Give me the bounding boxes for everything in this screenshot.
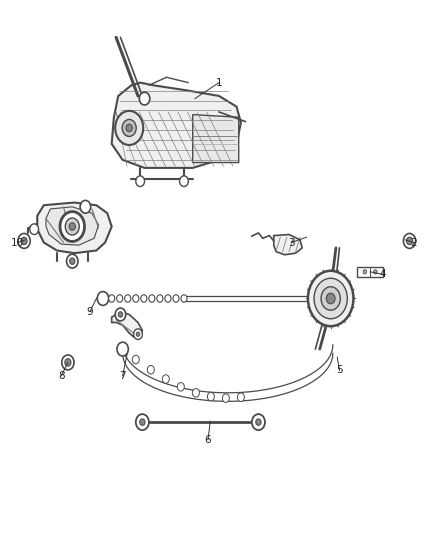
Circle shape bbox=[403, 233, 416, 248]
Circle shape bbox=[70, 258, 75, 264]
Circle shape bbox=[252, 414, 265, 430]
Circle shape bbox=[173, 295, 179, 302]
Circle shape bbox=[165, 295, 171, 302]
Circle shape bbox=[147, 366, 154, 374]
Circle shape bbox=[115, 111, 143, 145]
Polygon shape bbox=[46, 207, 99, 245]
Circle shape bbox=[133, 295, 139, 302]
Circle shape bbox=[314, 278, 347, 319]
Circle shape bbox=[117, 295, 123, 302]
Circle shape bbox=[180, 176, 188, 187]
FancyBboxPatch shape bbox=[357, 266, 383, 277]
Circle shape bbox=[140, 419, 145, 425]
Circle shape bbox=[177, 383, 184, 391]
Circle shape bbox=[117, 342, 128, 356]
Circle shape bbox=[136, 414, 149, 430]
Circle shape bbox=[139, 92, 150, 105]
Circle shape bbox=[207, 392, 214, 401]
Circle shape bbox=[321, 287, 340, 310]
Circle shape bbox=[80, 200, 91, 213]
Circle shape bbox=[126, 124, 132, 132]
Text: 3: 3 bbox=[288, 238, 295, 247]
Circle shape bbox=[363, 270, 367, 274]
Polygon shape bbox=[274, 235, 302, 255]
Text: 10: 10 bbox=[11, 238, 24, 247]
Text: 8: 8 bbox=[58, 371, 65, 381]
Circle shape bbox=[118, 312, 123, 317]
Circle shape bbox=[149, 295, 155, 302]
Circle shape bbox=[122, 119, 136, 136]
Text: 6: 6 bbox=[205, 435, 212, 445]
Circle shape bbox=[97, 292, 109, 305]
Circle shape bbox=[109, 295, 115, 302]
Circle shape bbox=[132, 356, 139, 364]
Circle shape bbox=[162, 375, 170, 383]
Circle shape bbox=[192, 389, 199, 397]
Circle shape bbox=[60, 212, 85, 241]
Circle shape bbox=[374, 270, 377, 274]
Circle shape bbox=[136, 176, 145, 187]
Circle shape bbox=[65, 359, 71, 366]
Text: 4: 4 bbox=[380, 270, 387, 279]
Circle shape bbox=[181, 295, 187, 302]
Circle shape bbox=[65, 218, 79, 235]
Circle shape bbox=[62, 355, 74, 370]
Circle shape bbox=[115, 308, 126, 321]
Text: 9: 9 bbox=[86, 307, 93, 317]
Circle shape bbox=[406, 237, 413, 245]
Circle shape bbox=[237, 393, 244, 401]
Polygon shape bbox=[112, 312, 142, 337]
Circle shape bbox=[223, 394, 230, 402]
Circle shape bbox=[67, 254, 78, 268]
Circle shape bbox=[30, 224, 39, 235]
Circle shape bbox=[18, 233, 30, 248]
Circle shape bbox=[157, 295, 163, 302]
Circle shape bbox=[256, 419, 261, 425]
Text: 7: 7 bbox=[119, 371, 126, 381]
Circle shape bbox=[125, 295, 131, 302]
Circle shape bbox=[308, 271, 353, 326]
Text: 1: 1 bbox=[215, 78, 223, 87]
Polygon shape bbox=[37, 203, 112, 253]
Text: 2: 2 bbox=[410, 238, 417, 247]
Circle shape bbox=[134, 329, 142, 340]
Text: 5: 5 bbox=[336, 366, 343, 375]
Circle shape bbox=[326, 293, 335, 304]
Circle shape bbox=[141, 295, 147, 302]
Polygon shape bbox=[112, 83, 241, 168]
Circle shape bbox=[21, 237, 27, 245]
Circle shape bbox=[69, 223, 75, 230]
Circle shape bbox=[136, 332, 140, 336]
Polygon shape bbox=[193, 115, 239, 163]
